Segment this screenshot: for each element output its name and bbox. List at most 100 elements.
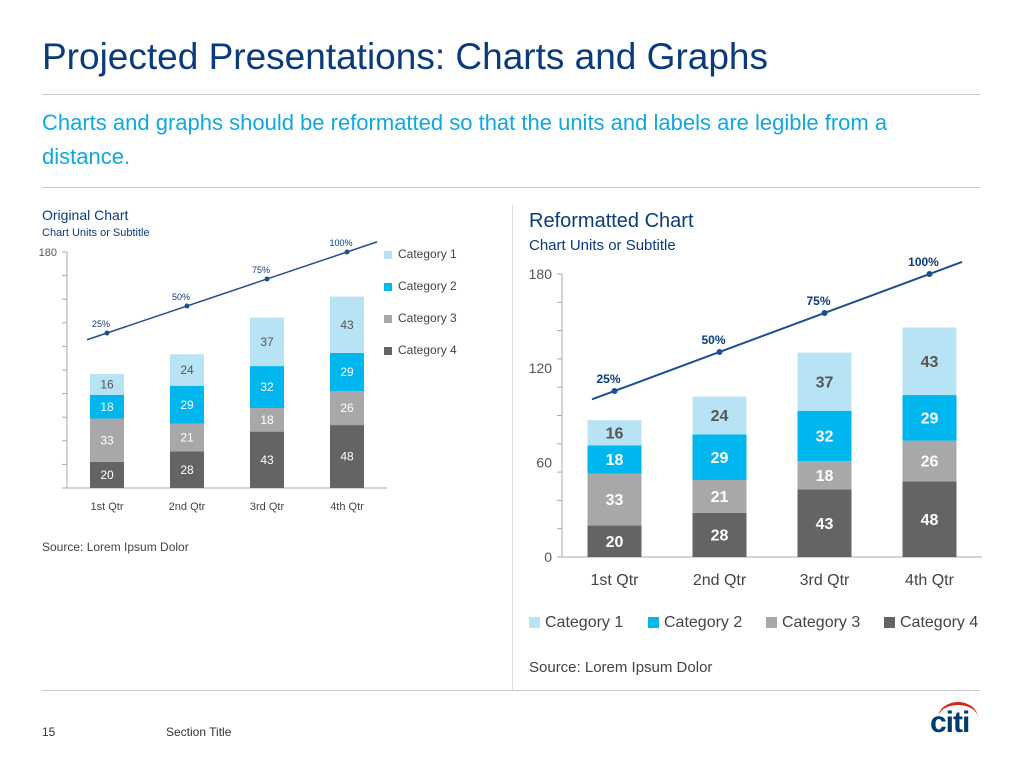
x-tick-label: 1st Qtr xyxy=(90,501,123,513)
bar-segment xyxy=(90,418,124,462)
line-point xyxy=(344,249,350,255)
data-label: 29 xyxy=(340,365,354,379)
original-chart: Original Chart Chart Units or Subtitle 180… xyxy=(39,207,457,554)
data-label: 28 xyxy=(180,463,194,477)
chart-subtitle: Chart Units or Subtitle xyxy=(529,237,676,254)
bar-segment xyxy=(587,525,642,557)
x-tick-label: 1st Qtr xyxy=(590,572,639,589)
data-label: 29 xyxy=(180,398,194,412)
bar-segment xyxy=(170,423,204,452)
bar-segment xyxy=(587,445,642,474)
slide-title: Projected Presentations: Charts and Grap… xyxy=(42,36,768,77)
bar-segment xyxy=(797,352,852,411)
y-tick-label: 0 xyxy=(544,549,552,565)
bar-segment xyxy=(692,479,747,513)
bar-segment xyxy=(330,425,364,488)
y-tick-label: 120 xyxy=(529,360,553,376)
data-label: 20 xyxy=(100,468,114,482)
legend-swatch xyxy=(766,617,777,628)
data-label: 16 xyxy=(606,425,624,442)
bar-segment xyxy=(902,440,957,482)
bar-segment xyxy=(692,512,747,557)
y-tick-label: 180 xyxy=(529,266,553,282)
x-tick-label: 4th Qtr xyxy=(905,572,955,589)
page-number: 15 xyxy=(42,725,56,739)
data-label: 24 xyxy=(711,408,729,425)
data-label: 16 xyxy=(100,378,114,392)
line-label: 75% xyxy=(806,294,830,308)
bar-segment xyxy=(692,434,747,480)
chart-source: Source: Lorem Ipsum Dolor xyxy=(529,659,712,676)
data-label: 48 xyxy=(921,512,939,529)
chart-source: Source: Lorem Ipsum Dolor xyxy=(42,540,189,554)
data-label: 43 xyxy=(816,516,834,533)
legend-label: Category 1 xyxy=(398,247,457,261)
y-tick-label: 60 xyxy=(536,455,552,471)
line-point xyxy=(926,271,933,277)
line-point xyxy=(264,276,270,282)
data-label: 20 xyxy=(606,534,624,551)
bar-segment xyxy=(797,410,852,462)
data-label: 18 xyxy=(260,413,274,427)
data-label: 18 xyxy=(100,400,114,414)
data-label: 37 xyxy=(816,374,834,391)
x-tick-label: 2nd Qtr xyxy=(693,572,747,589)
data-label: 21 xyxy=(180,431,194,445)
data-label: 43 xyxy=(921,354,939,371)
legend-swatch xyxy=(884,617,895,628)
data-label: 21 xyxy=(711,489,729,506)
trend-line xyxy=(591,260,963,401)
bar-segment xyxy=(90,373,124,395)
x-tick-label: 3rd Qtr xyxy=(250,501,285,513)
chart-divider xyxy=(512,205,513,690)
legend-label: Category 2 xyxy=(664,614,742,631)
bar-segment xyxy=(250,366,284,409)
bar-segment xyxy=(902,327,957,396)
data-label: 33 xyxy=(606,492,624,509)
slide-subtitle: Charts and graphs should be reformatted … xyxy=(42,110,888,169)
legend-swatch xyxy=(529,617,540,628)
data-label: 24 xyxy=(180,363,194,377)
data-label: 28 xyxy=(711,528,729,545)
bar-segment xyxy=(170,451,204,488)
data-label: 43 xyxy=(340,318,354,332)
y-tick-label: 180 xyxy=(39,247,57,259)
bar-segment xyxy=(250,408,284,432)
bar-segment xyxy=(587,473,642,526)
bar-segment xyxy=(797,461,852,490)
logo-arc-icon xyxy=(938,702,978,718)
chart-subtitle: Chart Units or Subtitle xyxy=(42,227,150,239)
line-label: 50% xyxy=(172,292,190,302)
data-label: 37 xyxy=(260,335,274,349)
legend-label: Category 3 xyxy=(782,614,860,631)
legend-swatch xyxy=(648,617,659,628)
logo-text: citi xyxy=(930,706,970,739)
bar-segment xyxy=(90,461,124,488)
bar-segment xyxy=(902,481,957,557)
trend-line xyxy=(86,241,378,341)
title-divider xyxy=(42,94,980,95)
legend-swatch xyxy=(384,315,392,323)
legend-swatch xyxy=(384,347,392,355)
data-label: 26 xyxy=(921,454,939,471)
data-label: 18 xyxy=(606,452,624,469)
data-label: 26 xyxy=(340,401,354,415)
legend-swatch xyxy=(384,251,392,259)
bar-segment xyxy=(692,396,747,435)
legend-label: Category 1 xyxy=(545,614,623,631)
data-label: 18 xyxy=(816,468,834,485)
x-tick-label: 3rd Qtr xyxy=(800,572,850,589)
line-point xyxy=(184,303,190,309)
line-label: 25% xyxy=(596,372,620,386)
reformatted-chart: Reformatted Chart Chart Units or Subtitle… xyxy=(529,210,982,676)
legend-label: Category 2 xyxy=(398,279,457,293)
citi-logo: citi xyxy=(930,700,986,744)
chart-title: Original Chart xyxy=(42,207,128,223)
data-label: 48 xyxy=(340,450,354,464)
line-label: 100% xyxy=(908,255,939,269)
line-point xyxy=(716,349,723,355)
legend-swatch xyxy=(384,283,392,291)
section-title: Section Title xyxy=(166,725,232,739)
line-point xyxy=(104,330,110,336)
line-label: 100% xyxy=(329,238,352,248)
